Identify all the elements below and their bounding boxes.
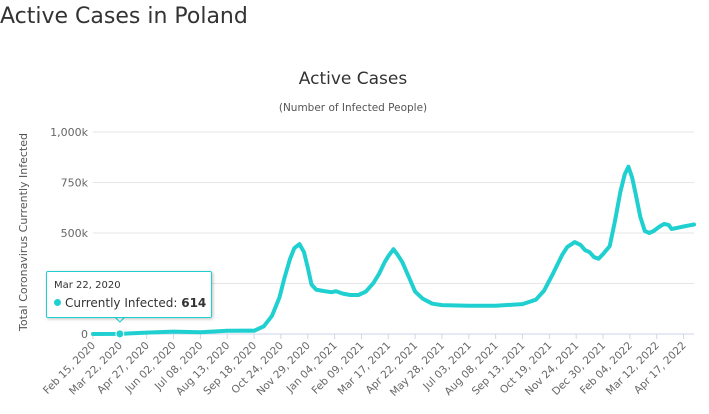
series-line — [91, 164, 696, 336]
tooltip-series-name: Currently Infected — [65, 296, 174, 310]
series-dot-icon — [54, 299, 61, 306]
y-tick-label: 500k — [61, 227, 89, 240]
y-tick-label: 750k — [61, 177, 89, 190]
tooltip-value: 614 — [181, 296, 207, 310]
hover-point — [115, 329, 125, 339]
y-axis-label: Total Coronavirus Currently Infected — [17, 133, 30, 332]
page-title: Active Cases in Poland — [0, 4, 248, 29]
y-tick-label: 0 — [81, 328, 88, 341]
chart-title: Active Cases — [299, 69, 408, 89]
y-tick-label: 1,000k — [50, 126, 88, 139]
tooltip-date: Mar 22, 2020 — [54, 280, 121, 291]
data-tooltip: Mar 22, 2020 Currently Infected: 614 — [46, 271, 212, 318]
tooltip-series-row: Currently Infected: 614 — [54, 296, 206, 310]
chart-subtitle: (Number of Infected People) — [279, 102, 427, 114]
